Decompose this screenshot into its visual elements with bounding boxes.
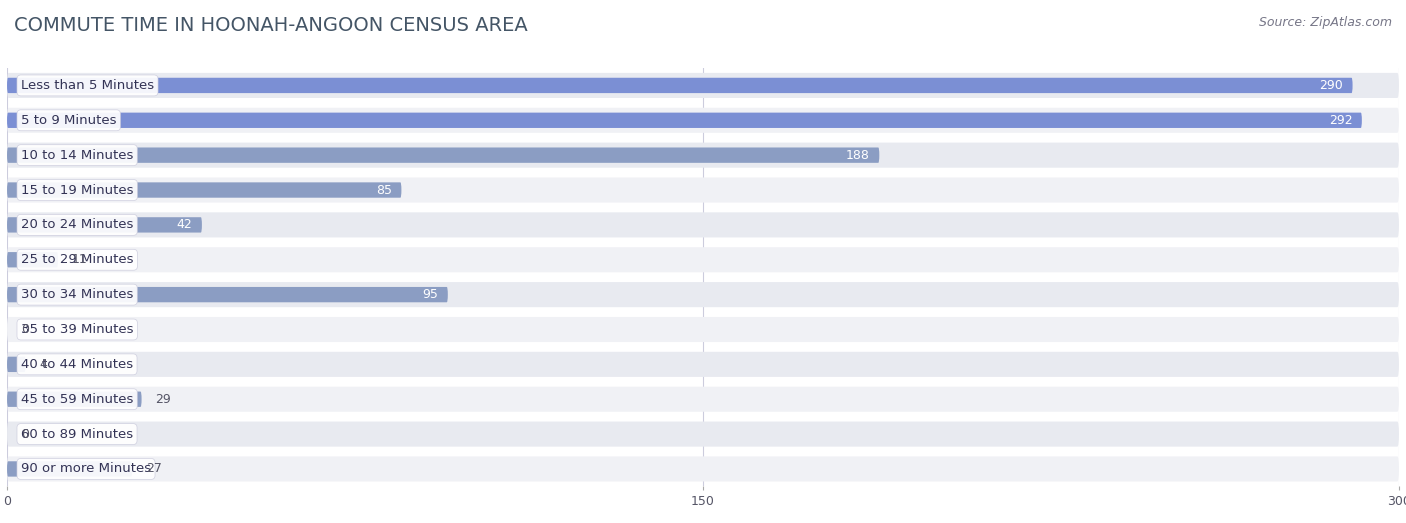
FancyBboxPatch shape <box>7 282 1399 307</box>
Text: 30 to 34 Minutes: 30 to 34 Minutes <box>21 288 134 301</box>
FancyBboxPatch shape <box>7 73 1399 98</box>
FancyBboxPatch shape <box>7 252 58 267</box>
FancyBboxPatch shape <box>7 177 1399 202</box>
FancyBboxPatch shape <box>7 357 25 372</box>
FancyBboxPatch shape <box>7 461 132 476</box>
Text: 45 to 59 Minutes: 45 to 59 Minutes <box>21 393 134 406</box>
FancyBboxPatch shape <box>7 78 1353 93</box>
FancyBboxPatch shape <box>7 108 1399 133</box>
Text: 42: 42 <box>177 219 193 231</box>
Text: COMMUTE TIME IN HOONAH-ANGOON CENSUS AREA: COMMUTE TIME IN HOONAH-ANGOON CENSUS ARE… <box>14 16 527 35</box>
FancyBboxPatch shape <box>7 217 202 233</box>
FancyBboxPatch shape <box>7 422 1399 447</box>
FancyBboxPatch shape <box>7 386 1399 412</box>
Text: 290: 290 <box>1320 79 1343 92</box>
FancyBboxPatch shape <box>7 352 1399 377</box>
FancyBboxPatch shape <box>7 457 1399 482</box>
FancyBboxPatch shape <box>7 143 1399 168</box>
Text: 10 to 14 Minutes: 10 to 14 Minutes <box>21 149 134 162</box>
FancyBboxPatch shape <box>7 112 1362 128</box>
Text: 292: 292 <box>1329 114 1353 127</box>
Text: Less than 5 Minutes: Less than 5 Minutes <box>21 79 155 92</box>
Text: 5 to 9 Minutes: 5 to 9 Minutes <box>21 114 117 127</box>
Text: 15 to 19 Minutes: 15 to 19 Minutes <box>21 184 134 197</box>
Text: 11: 11 <box>72 253 87 266</box>
Text: 29: 29 <box>156 393 172 406</box>
Text: Source: ZipAtlas.com: Source: ZipAtlas.com <box>1258 16 1392 29</box>
Text: 0: 0 <box>21 323 30 336</box>
Text: 25 to 29 Minutes: 25 to 29 Minutes <box>21 253 134 266</box>
Text: 4: 4 <box>39 358 48 371</box>
Text: 0: 0 <box>21 428 30 440</box>
Text: 85: 85 <box>377 184 392 197</box>
FancyBboxPatch shape <box>7 287 447 302</box>
FancyBboxPatch shape <box>7 317 1399 342</box>
FancyBboxPatch shape <box>7 147 879 163</box>
Text: 95: 95 <box>423 288 439 301</box>
FancyBboxPatch shape <box>7 183 402 198</box>
Text: 20 to 24 Minutes: 20 to 24 Minutes <box>21 219 134 231</box>
Text: 27: 27 <box>146 462 162 475</box>
FancyBboxPatch shape <box>7 212 1399 237</box>
Text: 35 to 39 Minutes: 35 to 39 Minutes <box>21 323 134 336</box>
FancyBboxPatch shape <box>7 392 142 407</box>
Text: 90 or more Minutes: 90 or more Minutes <box>21 462 150 475</box>
Text: 60 to 89 Minutes: 60 to 89 Minutes <box>21 428 134 440</box>
Text: 188: 188 <box>846 149 870 162</box>
Text: 40 to 44 Minutes: 40 to 44 Minutes <box>21 358 134 371</box>
FancyBboxPatch shape <box>7 247 1399 272</box>
